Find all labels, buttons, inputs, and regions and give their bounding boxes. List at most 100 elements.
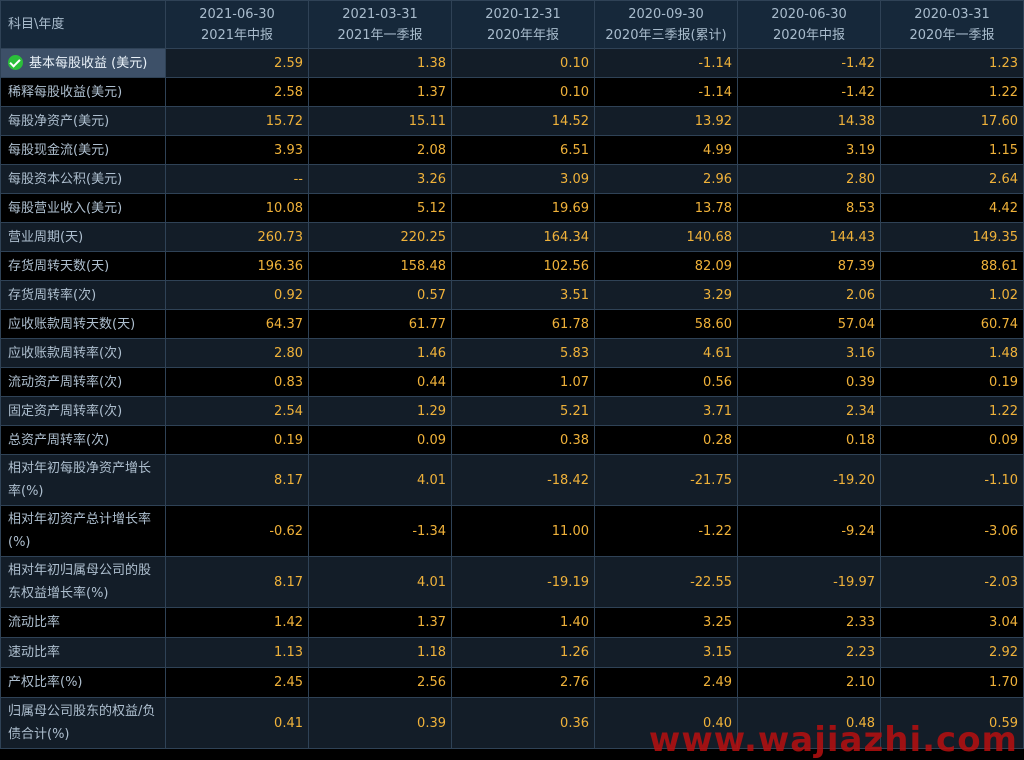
row-label[interactable]: 相对年初每股净资产增长率(%) [0,454,166,506]
table-cell: 0.18 [737,425,881,455]
period-header[interactable]: 2020-12-31 2020年年报 [451,0,595,49]
period-header[interactable]: 2020-03-31 2020年一季报 [880,0,1024,49]
table-cell: 2.10 [737,667,881,698]
table-cell: -1.42 [737,48,881,78]
table-cell: 0.28 [594,425,738,455]
row-label[interactable]: 相对年初资产总计增长率(%) [0,505,166,557]
row-label[interactable]: 存货周转率(次) [0,280,166,310]
table-row[interactable]: 流动资产周转率(次) 0.83 0.44 1.07 0.56 0.39 0.19 [0,367,1024,397]
table-cell: 3.26 [308,164,452,194]
period-date: 2020-09-30 [628,6,704,22]
table-cell: 13.78 [594,193,738,223]
table-cell: 5.12 [308,193,452,223]
row-label[interactable]: 每股现金流(美元) [0,135,166,165]
table-cell: 0.10 [451,77,595,107]
table-cell: 1.02 [880,280,1024,310]
table-cell: 0.57 [308,280,452,310]
row-label[interactable]: 每股净资产(美元) [0,106,166,136]
table-cell: 0.92 [165,280,309,310]
table-cell: -21.75 [594,454,738,506]
table-row[interactable]: 归属母公司股东的权益/负债合计(%) 0.41 0.39 0.36 0.40 0… [0,697,1024,749]
table-row[interactable]: 固定资产周转率(次) 2.54 1.29 5.21 3.71 2.34 1.22 [0,396,1024,426]
period-label: 2021年一季报 [337,27,423,43]
table-row[interactable]: 每股营业收入(美元) 10.08 5.12 19.69 13.78 8.53 4… [0,193,1024,223]
table-cell: 0.09 [308,425,452,455]
row-label[interactable]: 应收账款周转率(次) [0,338,166,368]
table-cell: -1.14 [594,77,738,107]
table-cell: 1.29 [308,396,452,426]
table-row[interactable]: 总资产周转率(次) 0.19 0.09 0.38 0.28 0.18 0.09 [0,425,1024,455]
table-cell: 1.46 [308,338,452,368]
table-row[interactable]: 稀释每股收益(美元) 2.58 1.37 0.10 -1.14 -1.42 1.… [0,77,1024,107]
table-cell: 2.06 [737,280,881,310]
table-cell: -1.14 [594,48,738,78]
table-cell: 0.83 [165,367,309,397]
row-label[interactable]: 存货周转天数(天) [0,251,166,281]
period-header[interactable]: 2021-03-31 2021年一季报 [308,0,452,49]
table-row[interactable]: 流动比率 1.42 1.37 1.40 3.25 2.33 3.04 [0,607,1024,638]
row-label[interactable]: 流动比率 [0,607,166,638]
table-cell: 0.39 [308,697,452,749]
table-cell: 58.60 [594,309,738,339]
row-label-text: 基本每股收益 (美元) [29,55,148,71]
table-cell: 82.09 [594,251,738,281]
table-row[interactable]: 相对年初归属母公司的股东权益增长率(%) 8.17 4.01 -19.19 -2… [0,556,1024,608]
table-cell: 0.39 [737,367,881,397]
table-row[interactable]: 每股净资产(美元) 15.72 15.11 14.52 13.92 14.38 … [0,106,1024,136]
row-label[interactable]: 产权比率(%) [0,667,166,698]
corner-header: 科目\年度 [0,0,166,49]
period-date: 2020-03-31 [914,6,990,22]
table-cell: 5.21 [451,396,595,426]
table-cell: 17.60 [880,106,1024,136]
table-cell: -0.62 [165,505,309,557]
period-header[interactable]: 2021-06-30 2021年中报 [165,0,309,49]
table-row[interactable]: 应收账款周转天数(天) 64.37 61.77 61.78 58.60 57.0… [0,309,1024,339]
row-label[interactable]: 基本每股收益 (美元) [0,48,166,78]
table-row[interactable]: 相对年初资产总计增长率(%) -0.62 -1.34 11.00 -1.22 -… [0,505,1024,557]
table-cell: 2.92 [880,637,1024,668]
table-cell: 2.45 [165,667,309,698]
row-label[interactable]: 流动资产周转率(次) [0,367,166,397]
row-label[interactable]: 速动比率 [0,637,166,668]
table-cell: -1.34 [308,505,452,557]
table-row[interactable]: 存货周转天数(天) 196.36 158.48 102.56 82.09 87.… [0,251,1024,281]
row-label[interactable]: 稀释每股收益(美元) [0,77,166,107]
table-row[interactable]: 相对年初每股净资产增长率(%) 8.17 4.01 -18.42 -21.75 … [0,454,1024,506]
table-cell: 11.00 [451,505,595,557]
table-cell: -2.03 [880,556,1024,608]
table-cell: 1.48 [880,338,1024,368]
table-row[interactable]: 存货周转率(次) 0.92 0.57 3.51 3.29 2.06 1.02 [0,280,1024,310]
period-label: 2020年中报 [772,27,846,43]
table-cell: -18.42 [451,454,595,506]
row-label[interactable]: 每股营业收入(美元) [0,193,166,223]
table-row[interactable]: 每股资本公积(美元) -- 3.26 3.09 2.96 2.80 2.64 [0,164,1024,194]
row-label[interactable]: 相对年初归属母公司的股东权益增长率(%) [0,556,166,608]
table-cell: 15.72 [165,106,309,136]
period-label: 2020年三季报(累计) [605,27,727,43]
table-row[interactable]: 速动比率 1.13 1.18 1.26 3.15 2.23 2.92 [0,637,1024,668]
table-cell: 3.15 [594,637,738,668]
table-cell: 196.36 [165,251,309,281]
table-cell: 0.56 [594,367,738,397]
row-label[interactable]: 固定资产周转率(次) [0,396,166,426]
table-row[interactable]: 基本每股收益 (美元) 2.59 1.38 0.10 -1.14 -1.42 1… [0,48,1024,78]
table-cell: 5.83 [451,338,595,368]
table-cell: 64.37 [165,309,309,339]
table-cell: 2.34 [737,396,881,426]
table-cell: 1.37 [308,77,452,107]
row-label[interactable]: 每股资本公积(美元) [0,164,166,194]
table-row[interactable]: 产权比率(%) 2.45 2.56 2.76 2.49 2.10 1.70 [0,667,1024,698]
row-label[interactable]: 应收账款周转天数(天) [0,309,166,339]
row-label[interactable]: 总资产周转率(次) [0,425,166,455]
row-label[interactable]: 归属母公司股东的权益/负债合计(%) [0,697,166,749]
table-row[interactable]: 每股现金流(美元) 3.93 2.08 6.51 4.99 3.19 1.15 [0,135,1024,165]
table-row[interactable]: 营业周期(天) 260.73 220.25 164.34 140.68 144.… [0,222,1024,252]
table-cell: 1.15 [880,135,1024,165]
period-header[interactable]: 2020-06-30 2020年中报 [737,0,881,49]
table-cell: 14.52 [451,106,595,136]
period-header[interactable]: 2020-09-30 2020年三季报(累计) [594,0,738,49]
row-label[interactable]: 营业周期(天) [0,222,166,252]
table-cell: -- [165,164,309,194]
table-row[interactable]: 应收账款周转率(次) 2.80 1.46 5.83 4.61 3.16 1.48 [0,338,1024,368]
